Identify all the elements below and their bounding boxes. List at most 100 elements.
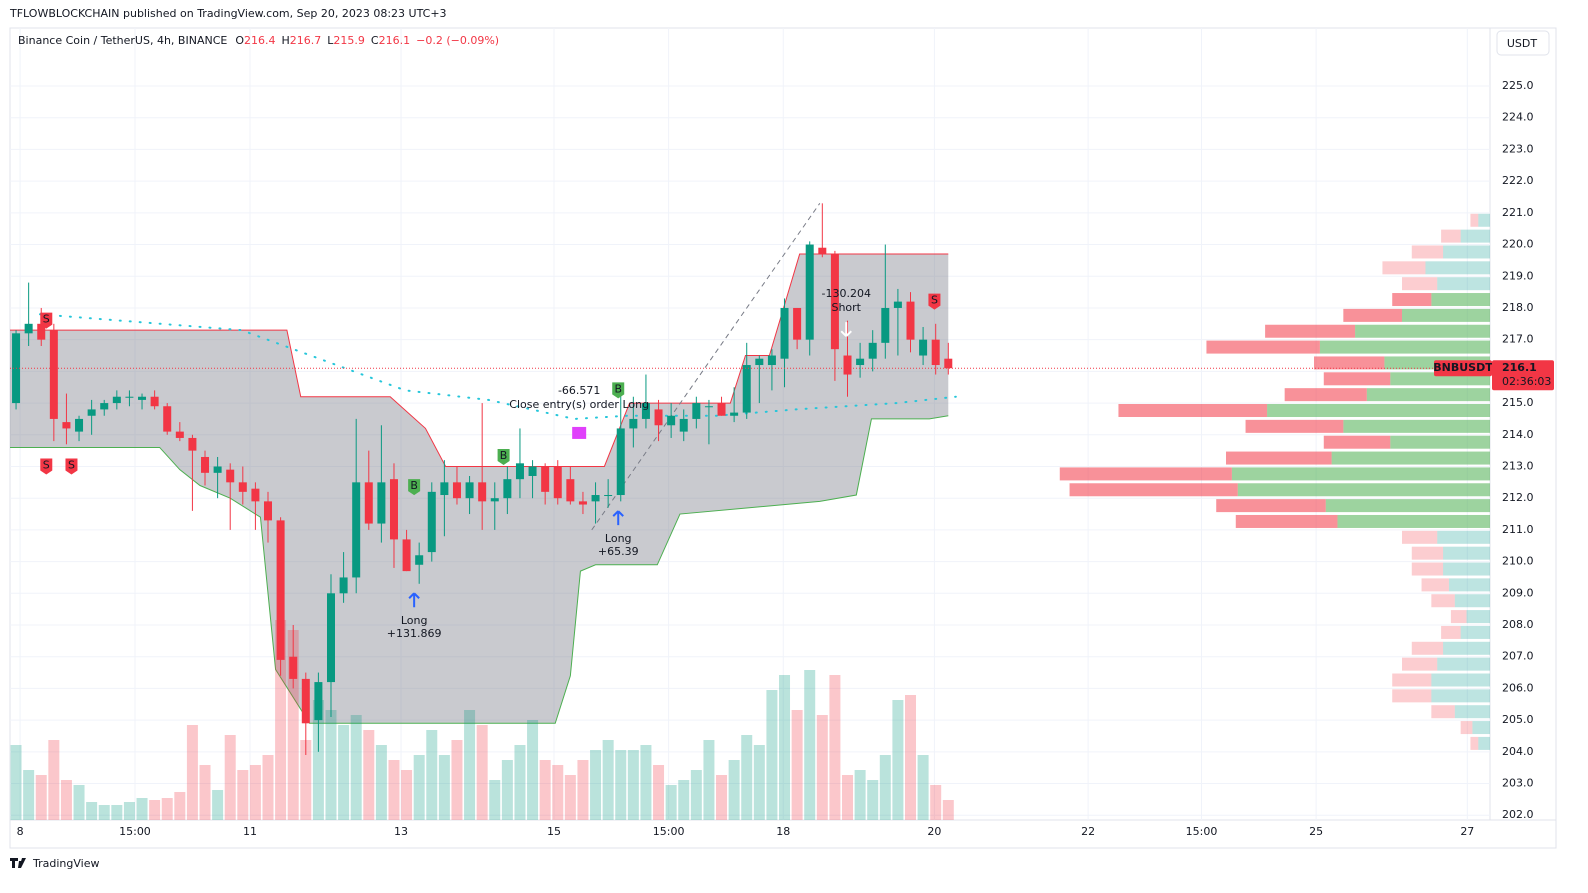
profile-down [1470, 213, 1479, 227]
candle-body [528, 466, 537, 476]
candle-body [692, 403, 701, 419]
profile-up [1390, 435, 1490, 449]
volume-bar [413, 755, 425, 820]
x-tick-label: 18 [776, 825, 790, 838]
candle-body [251, 488, 260, 502]
candle-body [805, 244, 814, 340]
ohlc-value: 216.4 [244, 34, 276, 47]
trade-text: +65.39 [598, 545, 639, 558]
x-tick-label: 25 [1309, 825, 1323, 838]
candle-body [440, 482, 449, 496]
volume-bar [161, 798, 173, 820]
volume-bar [590, 750, 602, 820]
candle-body [730, 412, 739, 416]
candle-body [465, 482, 474, 499]
trade-text: Short [831, 301, 861, 314]
volume-bar [98, 805, 110, 820]
volume-bar [728, 760, 740, 820]
x-tick-label: 20 [927, 825, 941, 838]
signal-marker [40, 458, 53, 475]
volume-bar [879, 755, 891, 820]
y-tick-label: 223.0 [1502, 142, 1534, 155]
candle-body [75, 418, 84, 432]
profile-down [1069, 483, 1238, 497]
trade-text: Long [401, 614, 428, 627]
candle-body [478, 482, 487, 502]
volume-bar [300, 740, 312, 820]
candle-body [818, 247, 827, 255]
volume-bar [527, 720, 539, 820]
volume-bar [438, 755, 450, 820]
volume-bar [892, 700, 904, 820]
candle-body [717, 403, 726, 416]
candle-body [919, 339, 928, 356]
candle-body [125, 396, 134, 398]
volume-bar [716, 775, 728, 820]
volume-bar [640, 745, 652, 820]
volume-bar [23, 770, 35, 820]
profile-up [1431, 293, 1490, 307]
candle-body [289, 656, 298, 679]
signal-label: B [410, 479, 418, 492]
volume-bar [237, 770, 249, 820]
candle-body [931, 339, 940, 366]
signal-label: S [43, 458, 50, 471]
candle-body [238, 482, 247, 492]
candle-body [490, 498, 499, 502]
volume-bar [262, 755, 274, 820]
profile-up [1355, 324, 1490, 338]
candle-body [679, 418, 688, 432]
profile-up [1331, 451, 1490, 465]
y-tick-label: 210.0 [1502, 555, 1534, 568]
volume-bar [829, 675, 841, 820]
y-tick-label: 217.0 [1502, 333, 1534, 346]
trade-text: -66.571 [558, 384, 600, 397]
y-tick-label: 225.0 [1502, 79, 1534, 92]
candle-body [452, 482, 461, 499]
volume-bar [564, 775, 576, 820]
candle-body [377, 482, 386, 524]
signal-marker [40, 312, 53, 329]
profile-up [1267, 404, 1490, 418]
ohlc-label: C [371, 34, 379, 47]
volume-bar [60, 780, 72, 820]
candle-body [150, 396, 159, 407]
profile-up [1431, 673, 1490, 687]
volume-bar [766, 690, 778, 820]
signal-marker [65, 458, 78, 475]
trade-arrow [840, 322, 852, 337]
candle-body [427, 491, 436, 553]
profile-up [1437, 277, 1490, 291]
candle-body [213, 466, 222, 473]
profile-down [1265, 324, 1356, 338]
candle-body [755, 358, 764, 366]
volume-bar [489, 780, 501, 820]
signal-marker [408, 479, 421, 496]
volume-bar [930, 785, 942, 820]
candle-body [389, 479, 398, 540]
trade-flag [572, 426, 587, 439]
candle-body [767, 355, 776, 366]
volume-bar [514, 745, 526, 820]
profile-up [1460, 625, 1490, 639]
volume-bar [904, 695, 916, 820]
volume-bar [325, 710, 337, 820]
y-tick-label: 212.0 [1502, 491, 1534, 504]
ohlc-value: 216.7 [290, 34, 322, 47]
volume-bar [476, 725, 488, 820]
candle-body [112, 396, 121, 404]
volume-bar [224, 735, 236, 820]
volume-bar [338, 725, 350, 820]
volume-bar [602, 740, 614, 820]
volume-bar [552, 765, 564, 820]
volume-bar [388, 760, 400, 820]
profile-down [1382, 261, 1426, 275]
trade-text: Long [605, 532, 632, 545]
candle-body [276, 520, 285, 660]
candle-body [742, 365, 751, 413]
currency-button[interactable] [1496, 30, 1550, 56]
volume-bar [703, 740, 715, 820]
currency[interactable]: USDT [1507, 37, 1538, 50]
profile-up [1237, 483, 1490, 497]
